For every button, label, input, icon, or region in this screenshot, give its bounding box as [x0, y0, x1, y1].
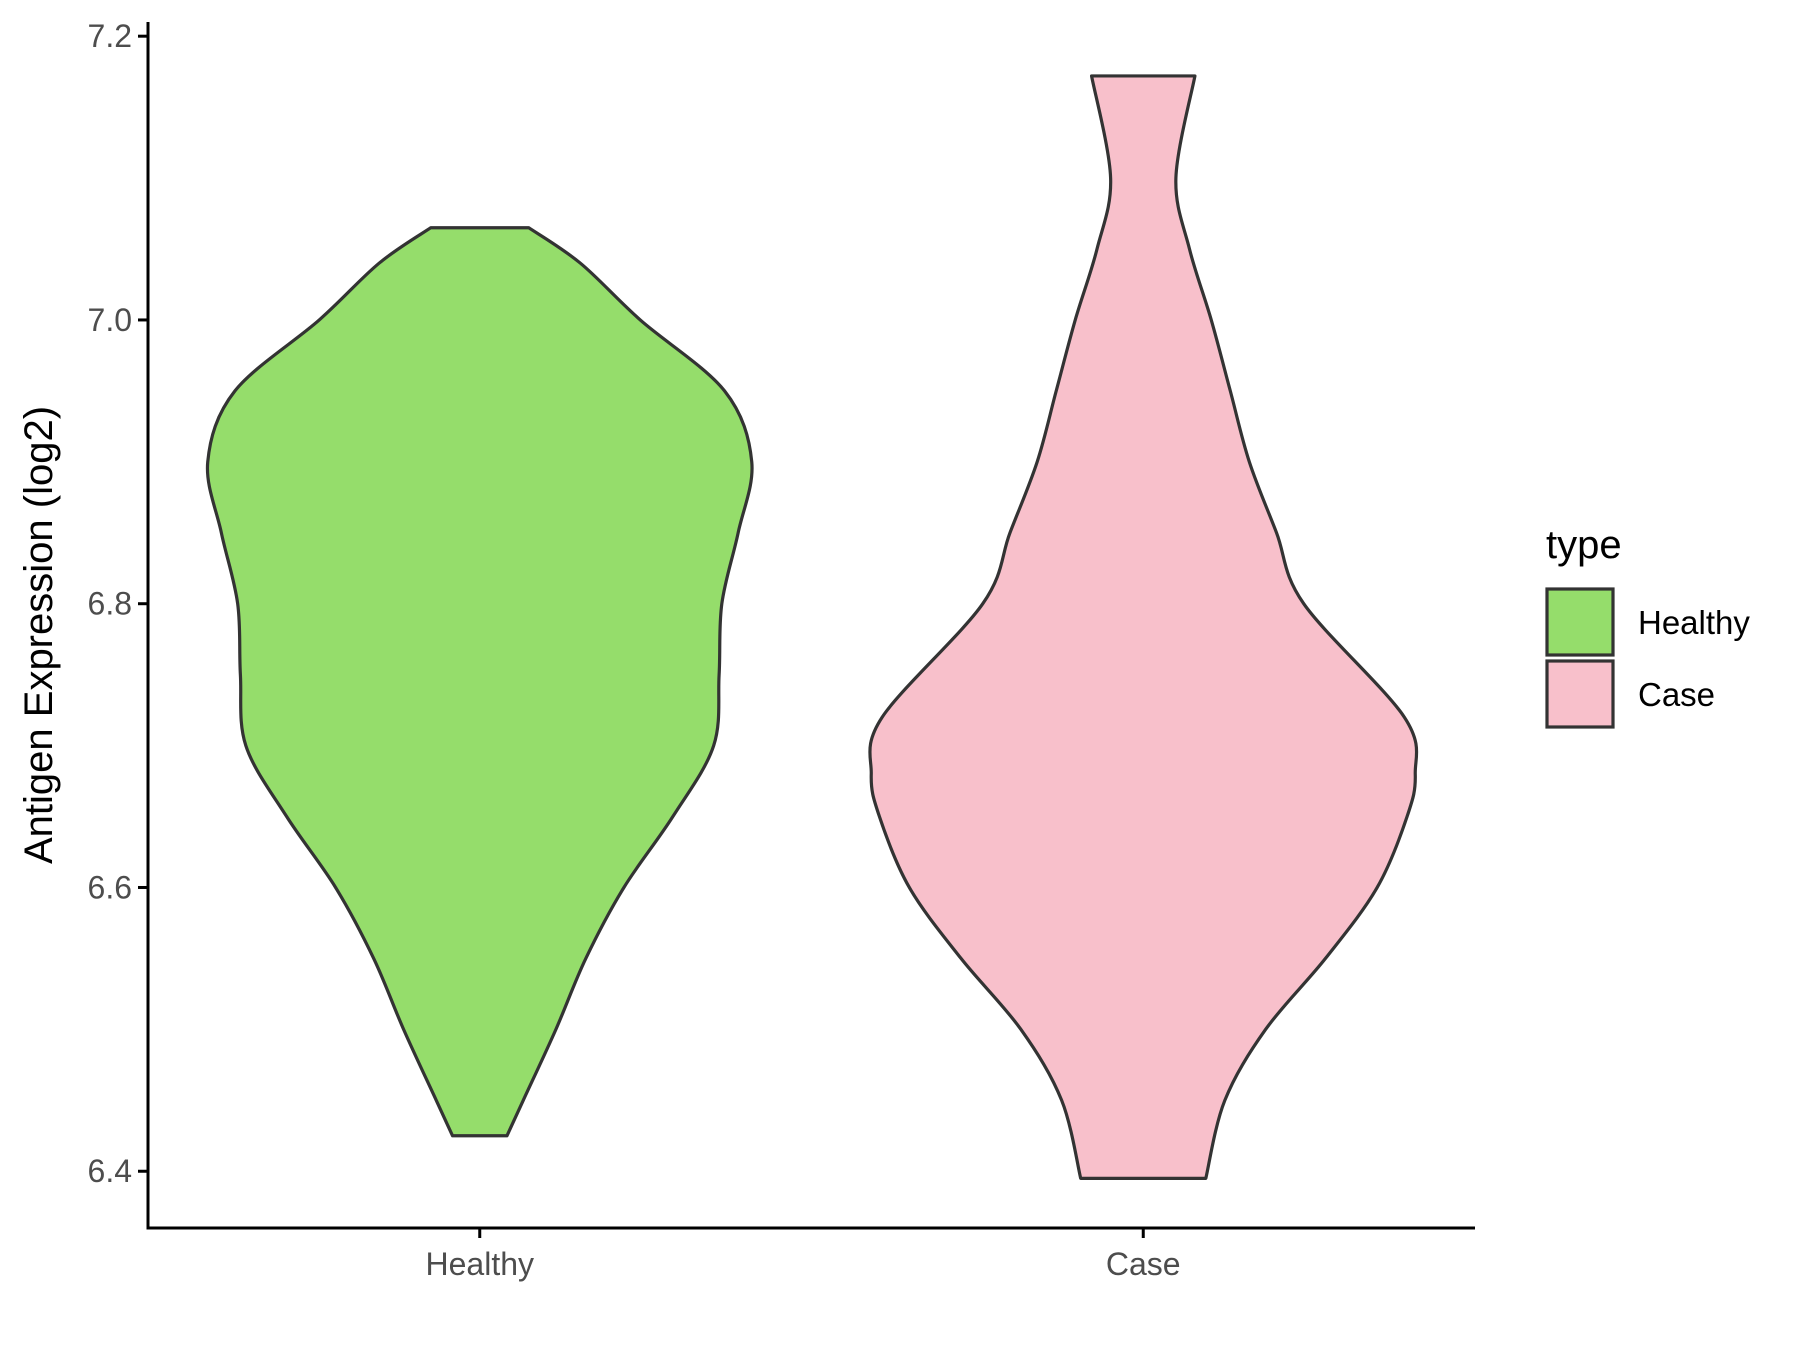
y-tick-label: 6.4 — [88, 1153, 132, 1189]
axes: 6.4 6.6 6.8 7.0 7.2 Healthy Case — [88, 18, 1475, 1282]
y-tick-label: 7.0 — [88, 302, 132, 338]
violin-healthy — [205, 226, 754, 1138]
y-axis-title: Antigen Expression (log2) — [17, 406, 61, 864]
y-tick-label: 7.2 — [88, 18, 132, 54]
plot-area — [205, 74, 1419, 1180]
x-tick-label-case: Case — [1106, 1246, 1181, 1282]
y-tick-label: 6.8 — [88, 586, 132, 622]
x-tick-label-healthy: Healthy — [426, 1246, 535, 1282]
legend-key-case — [1545, 659, 1615, 729]
legend-title: type — [1546, 523, 1622, 567]
legend-key-healthy — [1545, 587, 1615, 657]
legend-label-healthy: Healthy — [1638, 604, 1750, 641]
y-tick-label: 6.6 — [88, 869, 132, 905]
violin-case — [868, 74, 1419, 1180]
legend: type Healthy Case — [1545, 523, 1750, 729]
legend-label-case: Case — [1638, 676, 1715, 713]
